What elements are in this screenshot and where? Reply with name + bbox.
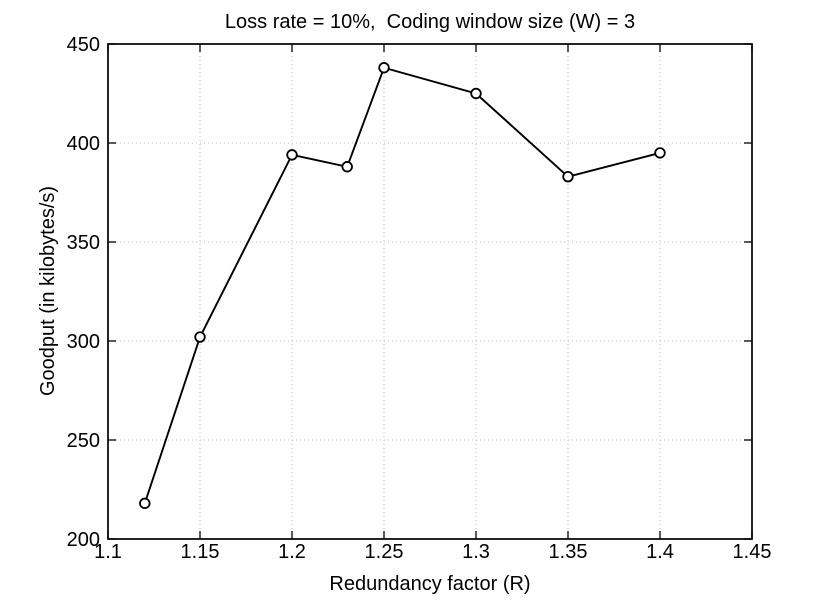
- data-point-marker: [470, 87, 482, 100]
- y-tick-label: 300: [67, 331, 100, 353]
- x-tick-label: 1.1: [94, 541, 122, 563]
- x-tick-label: 1.2: [278, 541, 306, 563]
- data-point-marker: [654, 147, 666, 159]
- data-point-marker: [341, 161, 353, 173]
- x-tick-label: 1.25: [365, 541, 404, 563]
- y-tick-label: 250: [67, 430, 100, 452]
- data-point-marker: [286, 149, 298, 161]
- chart-title: Loss rate = 10%, Coding window size (W) …: [225, 11, 635, 33]
- y-tick-label: 450: [67, 34, 100, 56]
- data-point-marker: [378, 62, 390, 74]
- x-tick-label: 1.4: [646, 541, 674, 563]
- x-tick-label: 1.45: [733, 541, 772, 563]
- data-point-marker: [194, 331, 206, 343]
- data-point-marker: [562, 170, 574, 183]
- y-tick-label: 350: [67, 232, 100, 254]
- data-line: [143, 66, 661, 504]
- y-axis-label: Goodput (in kilobytes/s): [37, 186, 59, 396]
- data-point-marker: [139, 497, 151, 510]
- axis-box: [107, 43, 753, 540]
- x-axis-label: Redundancy factor (R): [329, 573, 530, 595]
- x-tick-label: 1.15: [181, 541, 220, 563]
- x-tick-label: 1.3: [462, 541, 490, 563]
- plot-area: 1.1 1.15 1.2 1.25 1.3 1.35 1.4 1.45 200 250 300 350…: [67, 34, 772, 563]
- x-tick-label: 1.35: [549, 541, 588, 563]
- y-tick-label: 400: [67, 133, 100, 155]
- y-tick-label: 200: [67, 529, 100, 551]
